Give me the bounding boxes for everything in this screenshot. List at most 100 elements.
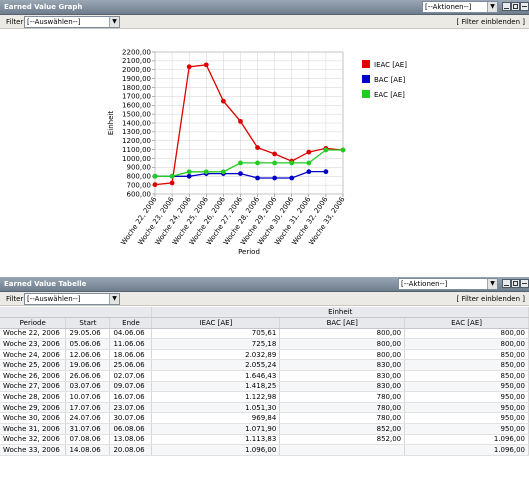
col-header-periode[interactable]: Periode	[0, 317, 67, 329]
table-cell: 10.07.06	[65, 391, 111, 403]
col-header-start[interactable]: Start	[65, 317, 111, 329]
y-tick-label: 1000,00	[122, 155, 151, 163]
header-spacer	[0, 307, 153, 319]
table-cell: Woche 26, 2006	[0, 370, 67, 382]
table-cell: 14.08.06	[65, 444, 111, 456]
table-row[interactable]: Woche 31, 2006 31.07.06 06.08.06 1.071,90 85…	[0, 423, 529, 435]
table-cell: 780,00	[279, 412, 406, 425]
table-cell: 1.051,30	[151, 402, 281, 414]
table-cell: Woche 25, 2006	[0, 359, 67, 372]
data-point	[186, 64, 192, 70]
maximize-icon[interactable]	[511, 2, 520, 11]
table-cell: Woche 22, 2006	[0, 328, 67, 340]
chevron-down-icon: ▼	[487, 2, 497, 12]
table-row[interactable]: Woche 29, 2006 17.07.06 23.07.06 1.051,30 78…	[0, 402, 529, 414]
table-filter-select[interactable]: [--Auswählen--] ▼	[24, 293, 120, 305]
table-row[interactable]: Woche 22, 2006 29.05.06 04.06.06 705,61 800,…	[0, 328, 529, 340]
graph-filter-select[interactable]: [--Auswählen--] ▼	[24, 16, 120, 28]
table-cell: 25.06.06	[109, 359, 153, 372]
data-point	[272, 151, 278, 157]
table-cell: 05.06.06	[65, 338, 111, 350]
graph-filter-toggle-link[interactable]: [ Filter einblenden ]	[456, 18, 525, 26]
minimize-icon[interactable]	[502, 2, 511, 11]
table-row[interactable]: Woche 32, 2006 07.08.06 13.08.06 1.113,83 85…	[0, 434, 529, 446]
y-tick-label: 1700,00	[122, 93, 151, 101]
table-filter-bar: Filter [--Auswählen--] ▼ [ Filter einblen…	[0, 292, 529, 306]
table-cell: 23.07.06	[109, 402, 153, 414]
table-cell: 1.096,00	[404, 434, 529, 446]
data-point	[306, 160, 312, 166]
data-point	[255, 175, 260, 181]
col-header-ende[interactable]: Ende	[109, 317, 153, 329]
table-cell: 26.06.06	[65, 370, 111, 382]
graph-panel-title: Earned Value Graph	[4, 3, 83, 11]
maximize-icon[interactable]	[511, 279, 520, 288]
table-cell: 780,00	[279, 391, 406, 403]
col-header-eac[interactable]: EAC [AE]	[404, 317, 529, 329]
y-tick-label: 2200,00	[122, 48, 151, 56]
table-row[interactable]: Woche 26, 2006 26.06.06 02.07.06 1.646,43 83…	[0, 370, 529, 382]
table-cell: Woche 28, 2006	[0, 391, 67, 403]
table-cell: Woche 31, 2006	[0, 423, 67, 435]
close-icon[interactable]	[520, 2, 529, 11]
table-actions-select[interactable]: [--Aktionen--] ▼	[398, 278, 498, 290]
table-cell: 800,00	[404, 328, 529, 340]
table-row[interactable]: Woche 28, 2006 10.07.06 16.07.06 1.122,98 78…	[0, 391, 529, 403]
table-cell: 31.07.06	[65, 423, 111, 435]
data-point	[220, 169, 226, 175]
table-cell: 30.07.06	[109, 412, 153, 425]
table-cell: 20.08.06	[109, 444, 153, 456]
data-point	[152, 173, 158, 179]
y-tick-label: 1200,00	[122, 137, 151, 145]
col-header-bac[interactable]: BAC [AE]	[279, 317, 406, 329]
data-point	[238, 118, 243, 124]
legend-label: IEAC [AE]	[374, 61, 407, 69]
data-point	[255, 160, 260, 166]
table-row[interactable]: Woche 25, 2006 19.06.06 25.06.06 2.055,24 83…	[0, 359, 529, 372]
table-cell: 852,00	[279, 434, 406, 446]
table-cell: 850,00	[404, 370, 529, 382]
data-point	[272, 175, 278, 181]
table-cell: 850,00	[404, 359, 529, 372]
data-point	[238, 160, 243, 166]
y-tick-label: 900,00	[127, 164, 152, 172]
table-cell: 1.122,98	[151, 391, 281, 403]
col-header-ieac[interactable]: IEAC [AE]	[151, 317, 281, 329]
table-cell: 1.418,25	[151, 381, 281, 393]
table-cell: 800,00	[279, 349, 406, 361]
y-tick-label: 2100,00	[122, 57, 151, 65]
graph-actions-select[interactable]: [--Aktionen--] ▼	[422, 1, 498, 13]
table-cell: 13.08.06	[109, 434, 153, 446]
data-point	[203, 62, 209, 68]
y-tick-label: 1100,00	[122, 146, 151, 154]
legend-swatch	[362, 60, 370, 68]
table-filter-toggle-link[interactable]: [ Filter einblenden ]	[456, 295, 525, 303]
data-point	[289, 175, 295, 181]
table-cell: 12.06.06	[65, 349, 111, 361]
table-row[interactable]: Woche 33, 2006 14.08.06 20.08.06 1.096,00 1.…	[0, 444, 529, 456]
y-tick-label: 1500,00	[122, 110, 151, 118]
table-row[interactable]: Woche 24, 2006 12.06.06 18.06.06 2.032,89 80…	[0, 349, 529, 361]
table-cell: 800,00	[404, 338, 529, 350]
table-cell: 850,00	[404, 349, 529, 361]
table-cell: 800,00	[279, 328, 406, 340]
table-row[interactable]: Woche 23, 2006 05.06.06 11.06.06 725,18 800,…	[0, 338, 529, 350]
y-tick-label: 1800,00	[122, 84, 151, 92]
close-icon[interactable]	[520, 279, 529, 288]
table-cell: 1.071,90	[151, 423, 281, 435]
table-cell: 29.05.06	[65, 328, 111, 340]
data-point	[306, 169, 312, 175]
table-cell: 969,84	[151, 412, 281, 425]
x-axis-label: Period	[238, 248, 260, 256]
data-point	[323, 169, 329, 175]
chevron-down-icon: ▼	[487, 279, 497, 289]
y-axis-label: Einheit	[107, 111, 115, 135]
table-cell: Woche 24, 2006	[0, 349, 67, 361]
table-cell: 950,00	[404, 423, 529, 435]
table-cell: 19.06.06	[65, 359, 111, 372]
table-row[interactable]: Woche 27, 2006 03.07.06 09.07.06 1.418,25 83…	[0, 381, 529, 393]
chevron-down-icon: ▼	[109, 17, 119, 27]
table-row[interactable]: Woche 30, 2006 24.07.06 30.07.06 969,84 780,…	[0, 412, 529, 425]
minimize-icon[interactable]	[502, 279, 511, 288]
data-point	[255, 145, 260, 150]
